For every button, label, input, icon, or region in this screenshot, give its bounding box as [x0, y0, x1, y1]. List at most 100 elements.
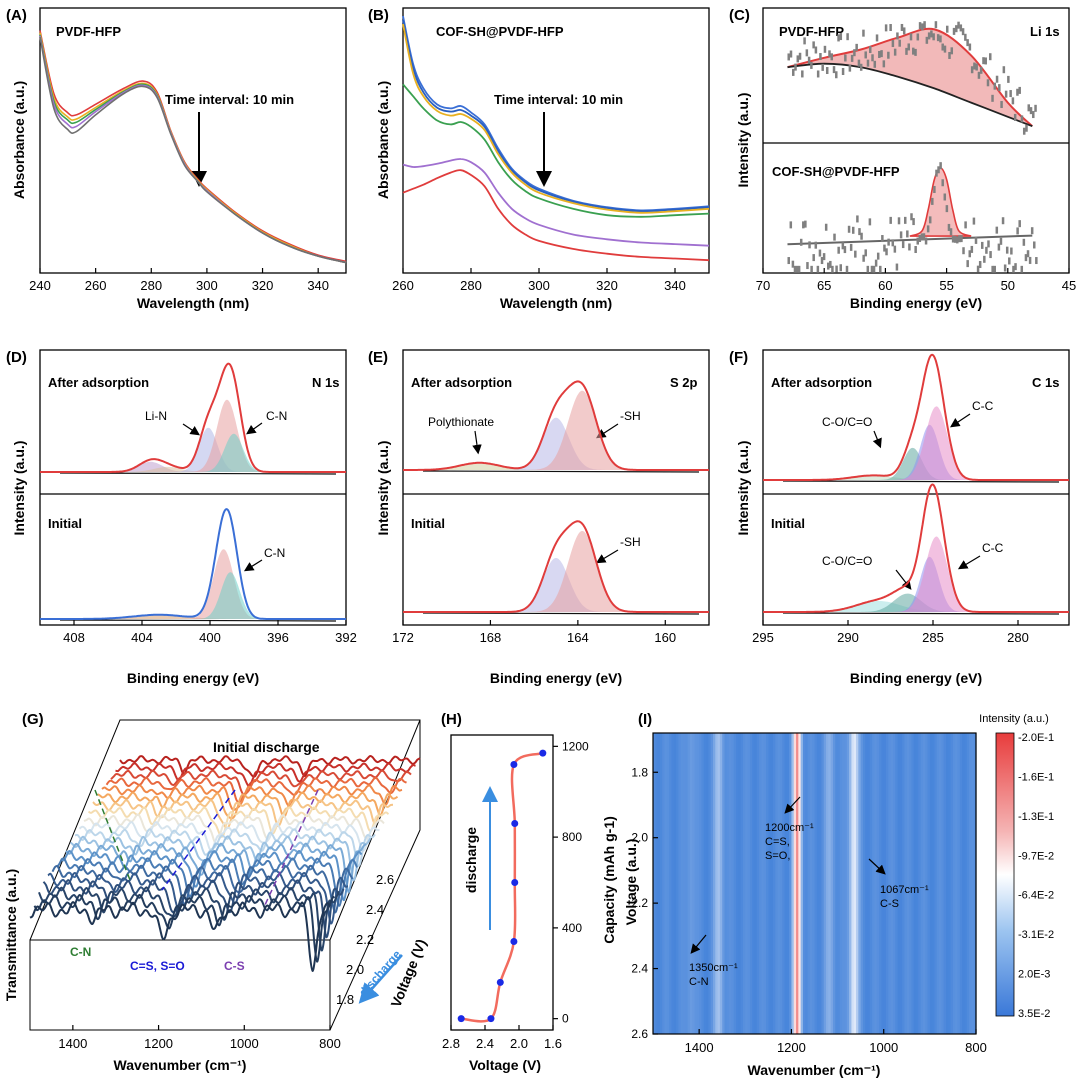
panel-i-xtick-label: 800 — [965, 1040, 987, 1055]
panel-i-colorbar-tick-label: -9.7E-2 — [1018, 850, 1054, 862]
panel-g-xlabel: Wavenumber (cm⁻¹) — [114, 1057, 247, 1073]
panel-i-heat-column — [862, 733, 866, 1034]
panel-i-heat-column — [832, 733, 836, 1034]
panel-c-xtick-label: 55 — [939, 278, 953, 293]
panel-c-bottom-raw-point — [829, 260, 832, 268]
panel-c-bottom-peak — [909, 167, 972, 237]
panel-e-label-polythionate: Polythionate — [428, 415, 494, 429]
panel-c-raw-point — [968, 43, 972, 51]
panel-g-trace — [78, 820, 380, 852]
panel-c-bottom-raw-point — [874, 259, 878, 267]
panel-c-bottom-raw-point — [939, 162, 942, 170]
panel-i-ytick-label: 1.8 — [631, 765, 648, 779]
panel-d-bot-envelope — [40, 508, 346, 620]
panel-c-xtick-label: 65 — [817, 278, 831, 293]
panel-c-raw-point — [1004, 90, 1008, 98]
panel-i-heat-column — [676, 733, 679, 1034]
panel-c-bottom-raw-point — [854, 250, 857, 258]
panel-c-raw-point — [936, 34, 940, 42]
panel-a-xtick-label: 300 — [196, 278, 218, 293]
panel-i-heat-column — [731, 733, 735, 1034]
panel-c-bottom-raw-point — [820, 257, 824, 265]
panel-d-top-component — [40, 427, 346, 472]
panel-c-bottom-raw-point — [1028, 256, 1032, 264]
panel-c-raw-point — [819, 53, 822, 61]
panel-e-label-sh: -SH — [620, 409, 641, 423]
panel-c-raw-point — [984, 57, 987, 65]
panel-i-note-1350: 1350cm⁻¹ — [689, 962, 738, 974]
panel-c-raw-point — [979, 66, 983, 74]
panel-i-heat-column — [807, 733, 811, 1034]
panel-i-heat-column — [736, 733, 739, 1034]
panel-c-bottom-raw-point — [835, 265, 838, 273]
panel-c-raw-point — [898, 39, 901, 47]
panel-i-heat-column — [962, 733, 966, 1034]
panel-d-top-name: After adsorption — [48, 375, 149, 390]
panel-c-raw-point — [902, 27, 906, 35]
panel-c-bottom-raw-point — [1001, 217, 1005, 225]
panel-c-bottom-raw-point — [856, 215, 859, 223]
panel-c-raw-point — [810, 61, 813, 69]
panel-i-heat-column — [957, 733, 961, 1034]
panel-c-raw-point — [973, 62, 976, 70]
panel-i-ytick-label: 2.2 — [631, 896, 648, 910]
panel-c-raw-point — [957, 21, 960, 29]
panel-i-heat-column — [883, 733, 887, 1034]
panel-i-heat-column — [710, 733, 714, 1034]
panel-b-series-line — [402, 83, 710, 218]
panel-c-raw-point — [801, 70, 804, 78]
panel-d-xtick-label: 408 — [63, 630, 85, 645]
panel-c-raw-point — [864, 51, 867, 59]
panel-i-heat-column — [814, 733, 818, 1034]
panel-c-bottom-raw-point — [870, 265, 874, 273]
panel-c-bottom-raw-point — [953, 235, 957, 243]
panel-c-bottom-raw-point — [799, 238, 803, 246]
panel-c-bottom-raw-point — [804, 220, 807, 228]
panel-i-heat-column — [860, 733, 864, 1034]
panel-c-bottom-raw-point — [845, 265, 849, 273]
panel-c-bottom-raw-point — [883, 244, 886, 252]
panel-c-bottom-raw-point — [985, 246, 988, 254]
panel-g-title: Initial discharge — [213, 739, 320, 755]
panel-b-xlabel: Wavelength (nm) — [500, 295, 612, 311]
panel-c-raw-point — [966, 39, 969, 47]
panel-c-raw-point — [961, 28, 965, 36]
panel-a-xtick-label: 340 — [307, 278, 329, 293]
panel-i-heat-column — [763, 733, 767, 1034]
panel-c-bottom-raw-point — [997, 243, 1001, 251]
panel-c-raw-point — [1016, 88, 1019, 96]
panel-b-xtick-label: 300 — [528, 278, 550, 293]
panel-g-box-edge — [329, 719, 421, 941]
panel-c-bottom-raw-point — [956, 236, 959, 244]
panel-d: (D) After adsorption N 1s Initial Li-N C… — [6, 349, 357, 686]
panel-f-arrow-co-initial — [895, 569, 912, 590]
panel-i-heat-column — [867, 733, 871, 1034]
panel-i-heat-column — [874, 733, 878, 1034]
panel-i-heat-column — [789, 733, 793, 1034]
panel-c-raw-point — [848, 64, 852, 72]
panel-g-feature-guide — [94, 789, 131, 881]
panel-b-series-line — [402, 23, 710, 214]
panel-c-raw-point — [846, 33, 849, 41]
panel-b-name: COF-SH@PVDF-HFP — [436, 24, 564, 39]
panel-c-bottom-raw-point — [906, 230, 909, 238]
panel-c-bottom-raw-point — [1012, 265, 1015, 273]
panel-a-xtick-label: 320 — [252, 278, 274, 293]
panel-c-raw-point — [875, 34, 879, 42]
panel-c-bottom-raw-point — [937, 166, 940, 174]
panel-f-xlabel: Binding energy (eV) — [850, 670, 982, 686]
panel-a-ylabel: Absorbance (a.u.) — [11, 81, 27, 199]
panel-c-raw-point — [868, 46, 872, 54]
panel-i-heat-column — [943, 733, 947, 1034]
panel-b-series-line — [402, 15, 710, 212]
panel-c-bottom-raw-point — [974, 236, 978, 244]
panel-b-series-line — [402, 19, 710, 213]
panel-i-heat-column — [777, 733, 781, 1034]
panel-i-heat-column — [920, 733, 924, 1034]
panel-i-heat-column — [772, 733, 776, 1034]
panel-d-xtick-label: 396 — [267, 630, 289, 645]
panel-i-heat-column — [902, 733, 906, 1034]
panel-c-bottom-raw-point — [872, 265, 876, 273]
panel-h-point — [496, 978, 504, 986]
